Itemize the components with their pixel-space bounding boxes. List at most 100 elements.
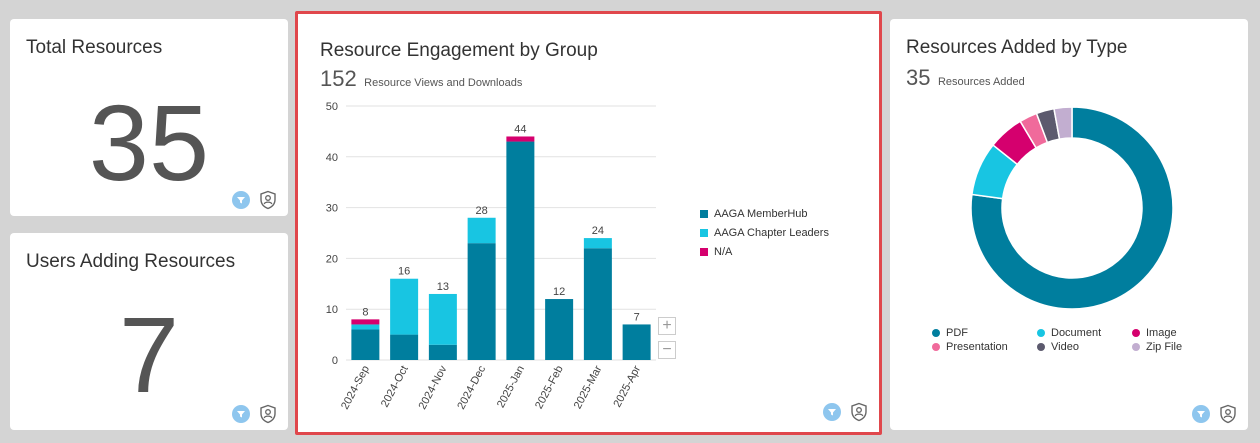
legend-dot [1132,343,1140,351]
zoom-in-button[interactable]: + [658,317,676,335]
y-tick-label: 10 [326,304,338,316]
legend-item-na[interactable]: N/A [700,242,829,261]
donut-slice-pdf[interactable] [970,106,1174,310]
y-tick-label: 40 [326,152,338,164]
donut-legend: PDF Document Image Presentation Video Zi… [932,327,1192,353]
engagement-card[interactable]: Resource Engagement by Group 152 Resourc… [295,11,882,435]
shield-user-icon[interactable] [258,404,278,424]
legend-label: AAGA MemberHub [714,207,808,220]
added-by-type-title: Resources Added by Type [906,37,1128,58]
total-resources-card: Total Resources 35 [10,19,288,216]
bar-total-label: 8 [362,306,368,318]
legend-label: Zip File [1146,341,1183,353]
legend-item-video[interactable]: Video [1037,341,1132,353]
donut-slice-zip-file[interactable] [1053,106,1073,140]
legend-label: Image [1146,327,1177,339]
bar-total-label: 13 [437,281,449,293]
legend-label: AAGA Chapter Leaders [714,226,829,239]
bar-total-label: 24 [592,225,604,237]
legend-swatch [700,247,708,256]
added-total: 35 [906,65,931,90]
bar-segment[interactable] [467,217,496,244]
shield-user-icon[interactable] [849,402,869,422]
zoom-out-button[interactable]: − [658,341,676,359]
legend-swatch [700,209,708,218]
y-tick-label: 50 [326,101,338,113]
bar-segment[interactable] [622,324,651,360]
bar-total-label: 12 [553,286,565,298]
legend-label: PDF [946,327,968,339]
bar-segment[interactable] [428,293,457,345]
card-icons [823,402,869,422]
legend-dot [932,329,940,337]
bar-segment[interactable] [506,141,535,360]
legend-item-chapter-leaders[interactable]: AAGA Chapter Leaders [700,223,829,242]
x-tick-label: 2025-Mar [572,363,605,410]
legend-item-document[interactable]: Document [1037,327,1132,339]
bar-segment[interactable] [351,324,380,330]
filter-icon[interactable] [1192,405,1210,423]
filter-icon[interactable] [823,403,841,421]
x-tick-label: 2025-Jan [495,364,527,410]
x-tick-label: 2025-Feb [533,364,566,411]
bar-segment[interactable] [583,238,612,249]
engagement-legend: AAGA MemberHub AAGA Chapter Leaders N/A [700,204,829,261]
shield-user-icon[interactable] [258,190,278,210]
legend-item-image[interactable]: Image [1132,327,1192,339]
users-adding-value: 7 [118,294,180,415]
legend-label: N/A [714,245,733,258]
bar-segment[interactable] [467,243,496,360]
card-icons [232,190,278,210]
x-tick-label: 2025-Apr [611,363,643,409]
filter-icon[interactable] [232,191,250,209]
bar-total-label: 16 [398,266,410,278]
legend-item-pdf[interactable]: PDF [932,327,1037,339]
bar-segment[interactable] [506,136,535,142]
legend-swatch [700,228,708,237]
legend-dot [1037,343,1045,351]
engagement-total: 152 [320,66,357,91]
legend-label: Document [1051,327,1102,339]
engagement-title: Resource Engagement by Group [320,40,598,61]
bar-segment[interactable] [583,248,612,360]
added-by-type-card: Resources Added by Type 35 Resources Add… [890,19,1248,430]
y-tick-label: 0 [332,355,338,367]
total-resources-title: Total Resources [26,37,163,58]
legend-item-memberhub[interactable]: AAGA MemberHub [700,204,829,223]
card-icons [232,404,278,424]
x-tick-label: 2024-Oct [379,364,411,410]
legend-label: Video [1051,341,1079,353]
filter-icon[interactable] [232,405,250,423]
bar-segment[interactable] [428,344,457,360]
x-tick-label: 2024-Sep [339,364,372,412]
bar-segment[interactable] [390,334,419,360]
users-adding-title: Users Adding Resources [26,251,236,272]
bar-total-label: 28 [476,205,488,217]
card-icons [1192,404,1238,424]
users-adding-card: Users Adding Resources 7 [10,233,288,430]
legend-label: Presentation [946,341,1008,353]
bar-total-label: 7 [634,311,640,323]
x-tick-label: 2024-Dec [455,363,488,411]
engagement-bar-chart: 0 10 20 30 40 50 8 2024-Sep 16 2024-Oct 13 2024-Nov… [326,101,656,412]
shield-user-icon[interactable] [1218,404,1238,424]
bar-segment[interactable] [390,278,419,335]
y-tick-label: 30 [326,203,338,215]
engagement-total-label: Resource Views and Downloads [364,77,523,89]
legend-dot [1037,329,1045,337]
bar-segment[interactable] [351,329,380,360]
legend-item-zip-file[interactable]: Zip File [1132,341,1192,353]
x-tick-label: 2024-Nov [417,363,450,411]
legend-item-presentation[interactable]: Presentation [932,341,1037,353]
legend-dot [932,343,940,351]
y-tick-label: 20 [326,253,338,265]
engagement-subtitle: 152 Resource Views and Downloads [320,66,522,92]
legend-dot [1132,329,1140,337]
added-by-type-donut [970,106,1174,310]
added-by-type-subtitle: 35 Resources Added [906,65,1025,91]
total-resources-value: 35 [88,82,210,203]
bar-segment[interactable] [545,299,574,360]
bar-segment[interactable] [351,319,380,325]
added-total-label: Resources Added [937,76,1025,88]
bar-total-label: 44 [514,123,526,135]
